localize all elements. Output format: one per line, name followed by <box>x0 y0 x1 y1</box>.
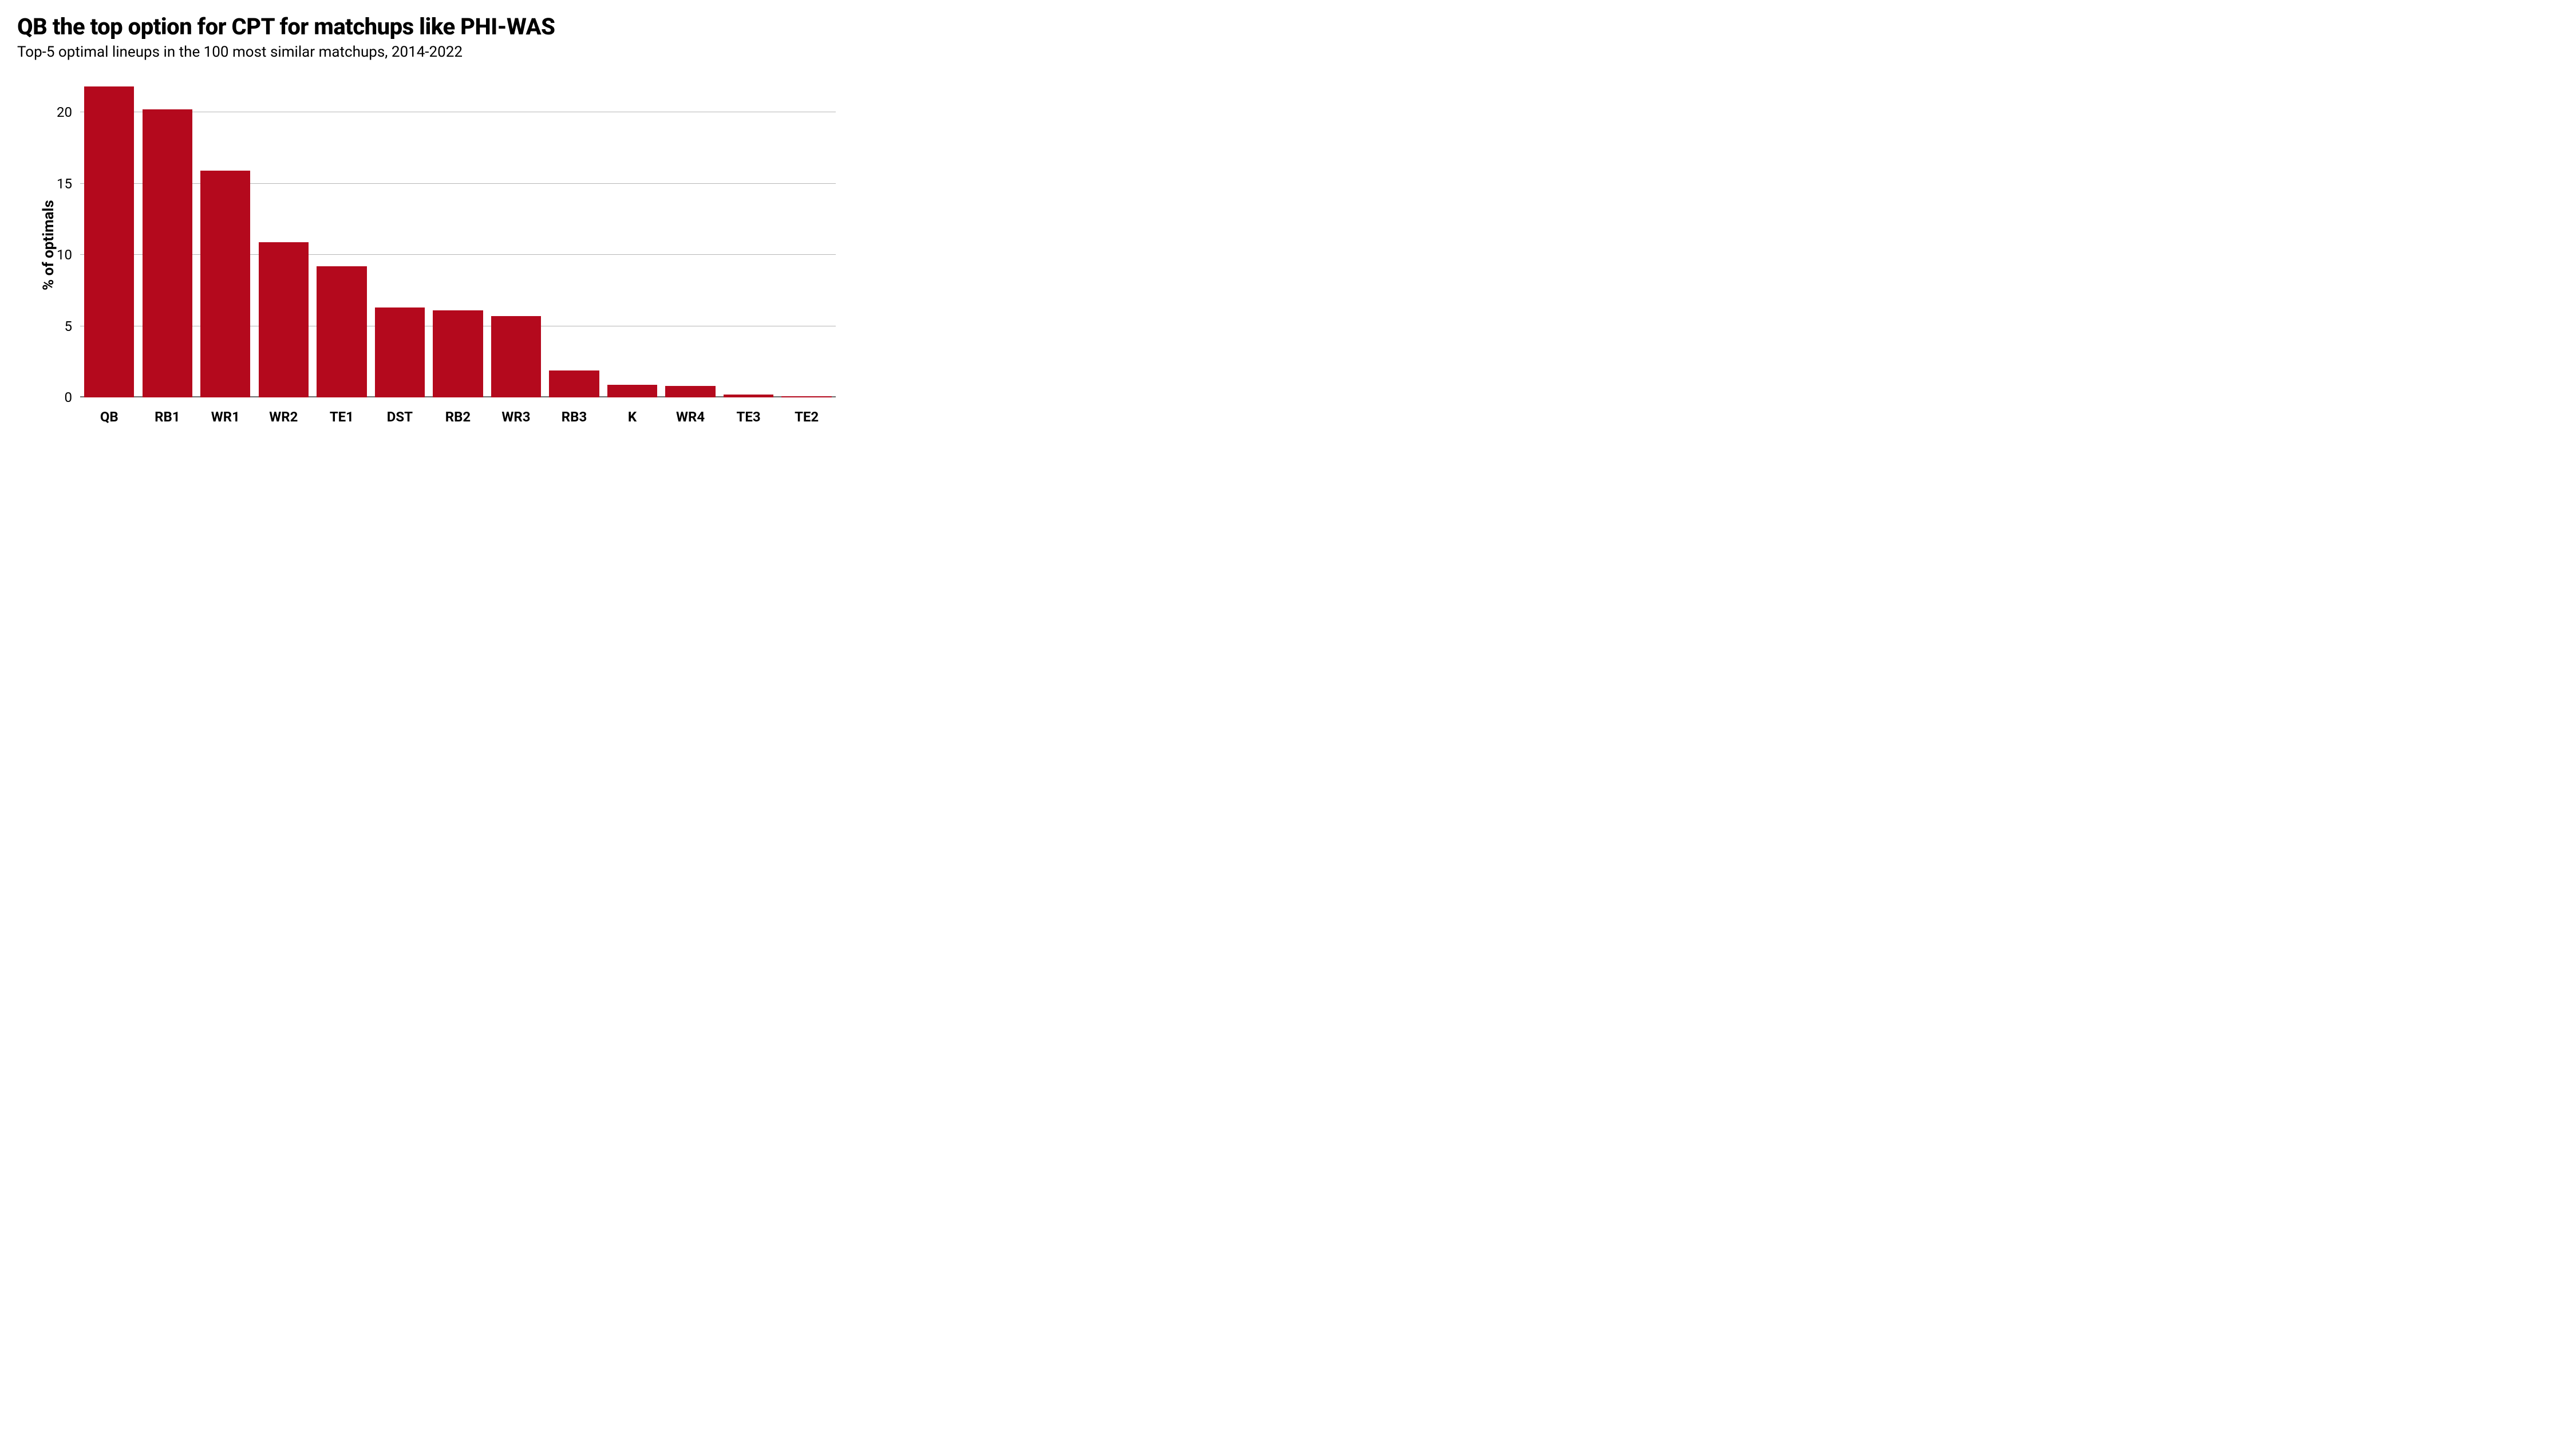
x-axis-labels: QBRB1WR1WR2TE1DSTRB2WR3RB3KWR4TE3TE2 <box>80 397 836 432</box>
y-tick-label: 0 <box>65 389 81 405</box>
x-tick-label: WR2 <box>255 397 313 432</box>
x-tick-label: RB2 <box>429 397 487 432</box>
chart-title: QB the top option for CPT for matchups l… <box>17 14 841 40</box>
bar <box>317 266 366 397</box>
x-tick-label: K <box>603 397 662 432</box>
x-tick-label: RB1 <box>139 397 197 432</box>
y-tick-label: 10 <box>57 247 80 263</box>
chart-container: QB the top option for CPT for matchups l… <box>0 0 859 481</box>
bar-slot <box>777 77 836 397</box>
bar <box>665 386 715 397</box>
y-tick-label: 20 <box>57 104 80 120</box>
bar <box>607 385 657 397</box>
bar-slot <box>661 77 720 397</box>
bar-slot <box>487 77 546 397</box>
bar <box>375 307 425 397</box>
bar <box>259 242 309 397</box>
plot-area: % of optimals 0 5 10 15 20 QBRB1WR1WR2TE1DST… <box>17 77 841 432</box>
bar-slot <box>255 77 313 397</box>
bar <box>549 370 599 397</box>
bar-slot <box>545 77 603 397</box>
bar <box>84 86 134 397</box>
plot-inner: % of optimals 05101520 QBRB1WR1WR2TE1DST… <box>80 77 836 432</box>
y-axis-label: % of optimals <box>40 200 57 290</box>
bar <box>433 310 483 397</box>
bars-group <box>80 77 836 397</box>
x-tick-label: WR3 <box>487 397 546 432</box>
x-tick-label: QB <box>80 397 139 432</box>
bar-slot <box>196 77 255 397</box>
bar-slot <box>720 77 778 397</box>
x-tick-label: WR4 <box>661 397 720 432</box>
bar-slot <box>139 77 197 397</box>
bar-slot <box>80 77 139 397</box>
y-tick-label: 15 <box>57 176 80 192</box>
x-tick-label: WR1 <box>196 397 255 432</box>
bar-slot <box>603 77 662 397</box>
x-tick-label: TE1 <box>313 397 371 432</box>
bar <box>491 316 541 397</box>
bar-slot <box>313 77 371 397</box>
bar <box>143 109 192 397</box>
x-tick-label: DST <box>371 397 429 432</box>
bar-slot <box>429 77 487 397</box>
chart-subtitle: Top-5 optimal lineups in the 100 most si… <box>17 44 841 61</box>
x-tick-label: TE2 <box>777 397 836 432</box>
bar <box>200 171 250 397</box>
bar-slot <box>371 77 429 397</box>
x-tick-label: TE3 <box>720 397 778 432</box>
x-tick-label: RB3 <box>545 397 603 432</box>
y-tick-label: 5 <box>65 318 81 334</box>
